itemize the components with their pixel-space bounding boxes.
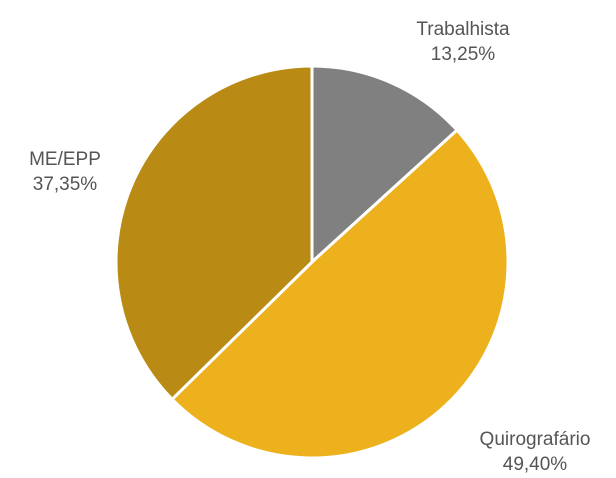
slice-label: Trabalhista — [416, 19, 510, 40]
pie-slice — [170, 128, 510, 460]
slice-value-label: 37,35% — [33, 174, 98, 195]
pie-slice — [114, 64, 314, 401]
slice-value-label: 49,40% — [503, 454, 568, 475]
pie-slice — [310, 64, 459, 264]
slice-label: Quirografário — [480, 429, 591, 450]
slice-label: ME/EPP — [29, 149, 101, 170]
slice-value-label: 13,25% — [431, 44, 496, 65]
